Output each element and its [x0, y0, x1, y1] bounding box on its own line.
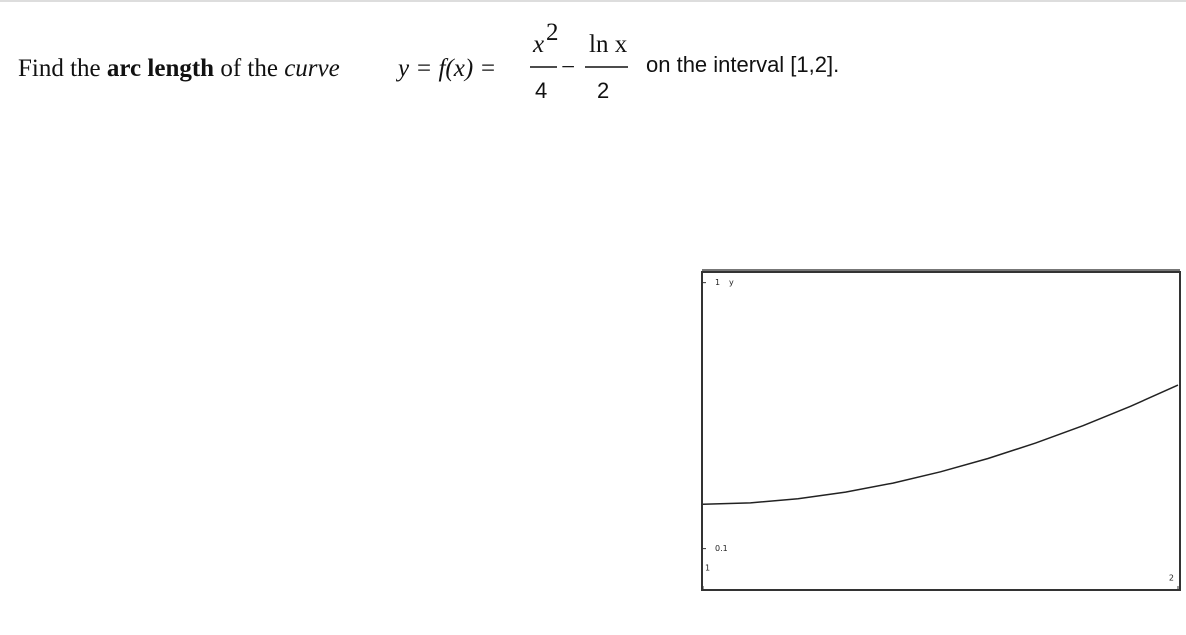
y-axis-label: y: [729, 278, 734, 287]
curve: [702, 384, 1179, 506]
denominator: 2: [597, 78, 609, 103]
bold-text: arc length: [107, 55, 214, 82]
question-text: Find the arc length of the curve: [18, 55, 340, 82]
italic-text: curve: [284, 55, 340, 82]
numerator: ln x: [589, 31, 628, 58]
x-tick-label: 2: [1169, 574, 1174, 583]
x-tick-label: 1: [705, 564, 710, 573]
question-text: on the interval [1,2].: [646, 52, 839, 77]
y-tick-label: 0.1: [715, 544, 728, 553]
text: of the: [220, 55, 278, 82]
exponent: 2: [546, 19, 559, 46]
minus: −: [561, 54, 575, 81]
denominator: 4: [535, 78, 547, 103]
text: Find the: [18, 55, 101, 82]
numerator: x: [532, 31, 544, 58]
equation: y = f(x) =: [395, 55, 496, 82]
y-tick-label: 1: [715, 278, 720, 287]
plot-frame: [701, 271, 1181, 591]
